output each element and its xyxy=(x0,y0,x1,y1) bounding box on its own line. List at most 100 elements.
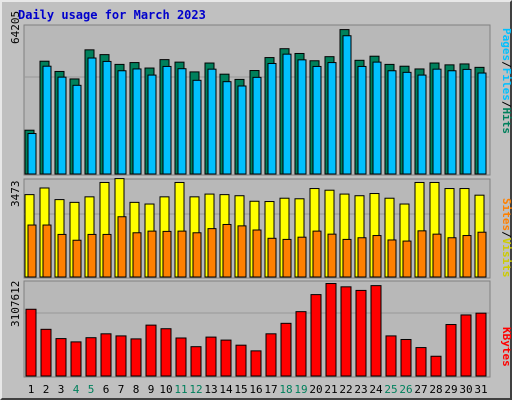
sites-bar-day-4 xyxy=(72,239,82,278)
files-bar-day-8 xyxy=(132,68,142,175)
sites-bar-day-19 xyxy=(297,236,307,278)
top-series-label: Pages/Files/Hits xyxy=(500,28,512,134)
kbytes-bar-day-14 xyxy=(220,339,232,377)
files-bar-day-16 xyxy=(252,76,262,175)
middle-series-label: Sites/Visits xyxy=(500,198,512,278)
files-label: Files xyxy=(500,68,512,101)
day-label-1: 1 xyxy=(28,383,35,396)
files-bar-day-3 xyxy=(57,76,67,175)
sites-bar-day-2 xyxy=(42,224,52,278)
files-bar-day-23 xyxy=(357,65,367,175)
files-bar-day-19 xyxy=(297,59,307,175)
files-bar-day-17 xyxy=(267,62,277,175)
sites-bar-day-12 xyxy=(192,232,202,278)
kbytes-bar-day-24 xyxy=(370,285,382,377)
kbytes-bar-day-23 xyxy=(355,289,367,377)
kbytes-label: KBytes xyxy=(500,327,512,367)
files-bar-day-21 xyxy=(327,62,337,175)
sites-bar-day-31 xyxy=(477,231,487,278)
files-bar-day-10 xyxy=(162,65,172,175)
files-bar-day-26 xyxy=(402,71,412,175)
day-label-10: 10 xyxy=(159,383,172,396)
bars-layer xyxy=(24,29,487,377)
kbytes-bar-day-31 xyxy=(475,312,487,377)
bottom-series-label: KBytes xyxy=(500,327,512,367)
sites-bar-day-26 xyxy=(402,240,412,278)
kbytes-bar-day-6 xyxy=(100,333,112,377)
files-bar-day-29 xyxy=(447,70,457,175)
day-label-18: 18 xyxy=(279,383,292,396)
day-label-24: 24 xyxy=(369,383,383,396)
day-label-2: 2 xyxy=(43,383,50,396)
kbytes-bar-day-15 xyxy=(235,344,247,377)
chart-title: Daily usage for March 2023 xyxy=(18,8,206,22)
sites-bar-day-8 xyxy=(132,232,142,278)
files-bar-day-31 xyxy=(477,72,487,175)
files-bar-day-22 xyxy=(342,35,352,175)
files-bar-day-1 xyxy=(27,133,37,175)
day-label-29: 29 xyxy=(444,383,457,396)
kbytes-bar-day-8 xyxy=(130,338,142,377)
day-label-9: 9 xyxy=(148,383,155,396)
sites-bar-day-28 xyxy=(432,233,442,278)
day-label-11: 11 xyxy=(174,383,187,396)
middle-max-label: 3473 xyxy=(9,181,22,208)
day-label-15: 15 xyxy=(234,383,247,396)
day-label-21: 21 xyxy=(324,383,337,396)
sites-bar-day-24 xyxy=(372,235,382,278)
top-max-label: 64205 xyxy=(9,11,22,44)
sites-bar-day-15 xyxy=(237,225,247,278)
kbytes-bar-day-26 xyxy=(400,338,412,377)
sites-bar-day-13 xyxy=(207,228,217,278)
sites-bar-day-10 xyxy=(162,230,172,278)
sites-bar-day-14 xyxy=(222,223,232,278)
day-label-30: 30 xyxy=(459,383,472,396)
day-label-28: 28 xyxy=(429,383,442,396)
bottom-max-label: 3107612 xyxy=(9,281,22,327)
sites-bar-day-20 xyxy=(312,230,322,278)
day-label-3: 3 xyxy=(58,383,65,396)
sites-bar-day-6 xyxy=(102,233,112,278)
day-label-7: 7 xyxy=(118,383,125,396)
files-bar-day-12 xyxy=(192,79,202,175)
files-bar-day-20 xyxy=(312,65,322,175)
files-bar-day-15 xyxy=(237,85,247,175)
sites-bar-day-1 xyxy=(27,224,37,278)
files-bar-day-6 xyxy=(102,60,112,175)
sites-bar-day-9 xyxy=(147,230,157,278)
kbytes-bar-day-18 xyxy=(280,322,292,377)
day-label-22: 22 xyxy=(339,383,352,396)
kbytes-bar-day-16 xyxy=(250,350,262,377)
sites-label: Sites xyxy=(500,198,512,231)
files-bar-day-18 xyxy=(282,53,292,175)
kbytes-bar-day-7 xyxy=(115,335,127,377)
label-separator: / xyxy=(500,61,512,68)
files-bar-day-25 xyxy=(387,70,397,175)
files-bar-day-2 xyxy=(42,65,52,175)
visits-label: Visits xyxy=(500,238,512,278)
day-label-16: 16 xyxy=(249,383,262,396)
day-label-31: 31 xyxy=(474,383,487,396)
sites-bar-day-5 xyxy=(87,233,97,278)
kbytes-bar-day-19 xyxy=(295,311,307,377)
day-label-23: 23 xyxy=(354,383,367,396)
day-label-5: 5 xyxy=(88,383,95,396)
kbytes-bar-day-22 xyxy=(340,286,352,377)
sites-bar-day-3 xyxy=(57,233,67,278)
files-bar-day-13 xyxy=(207,68,217,175)
files-bar-day-30 xyxy=(462,68,472,175)
kbytes-bar-day-9 xyxy=(145,324,157,377)
files-bar-day-14 xyxy=(222,81,232,175)
kbytes-bar-day-1 xyxy=(25,308,37,377)
label-separator: / xyxy=(500,231,512,238)
kbytes-bar-day-30 xyxy=(460,314,472,377)
files-bar-day-9 xyxy=(147,74,157,175)
files-bar-day-27 xyxy=(417,74,427,175)
day-label-13: 13 xyxy=(204,383,217,396)
files-bar-day-5 xyxy=(87,57,97,175)
files-bar-day-28 xyxy=(432,68,442,175)
day-label-12: 12 xyxy=(189,383,202,396)
day-label-26: 26 xyxy=(399,383,412,396)
kbytes-bar-day-20 xyxy=(310,294,322,377)
